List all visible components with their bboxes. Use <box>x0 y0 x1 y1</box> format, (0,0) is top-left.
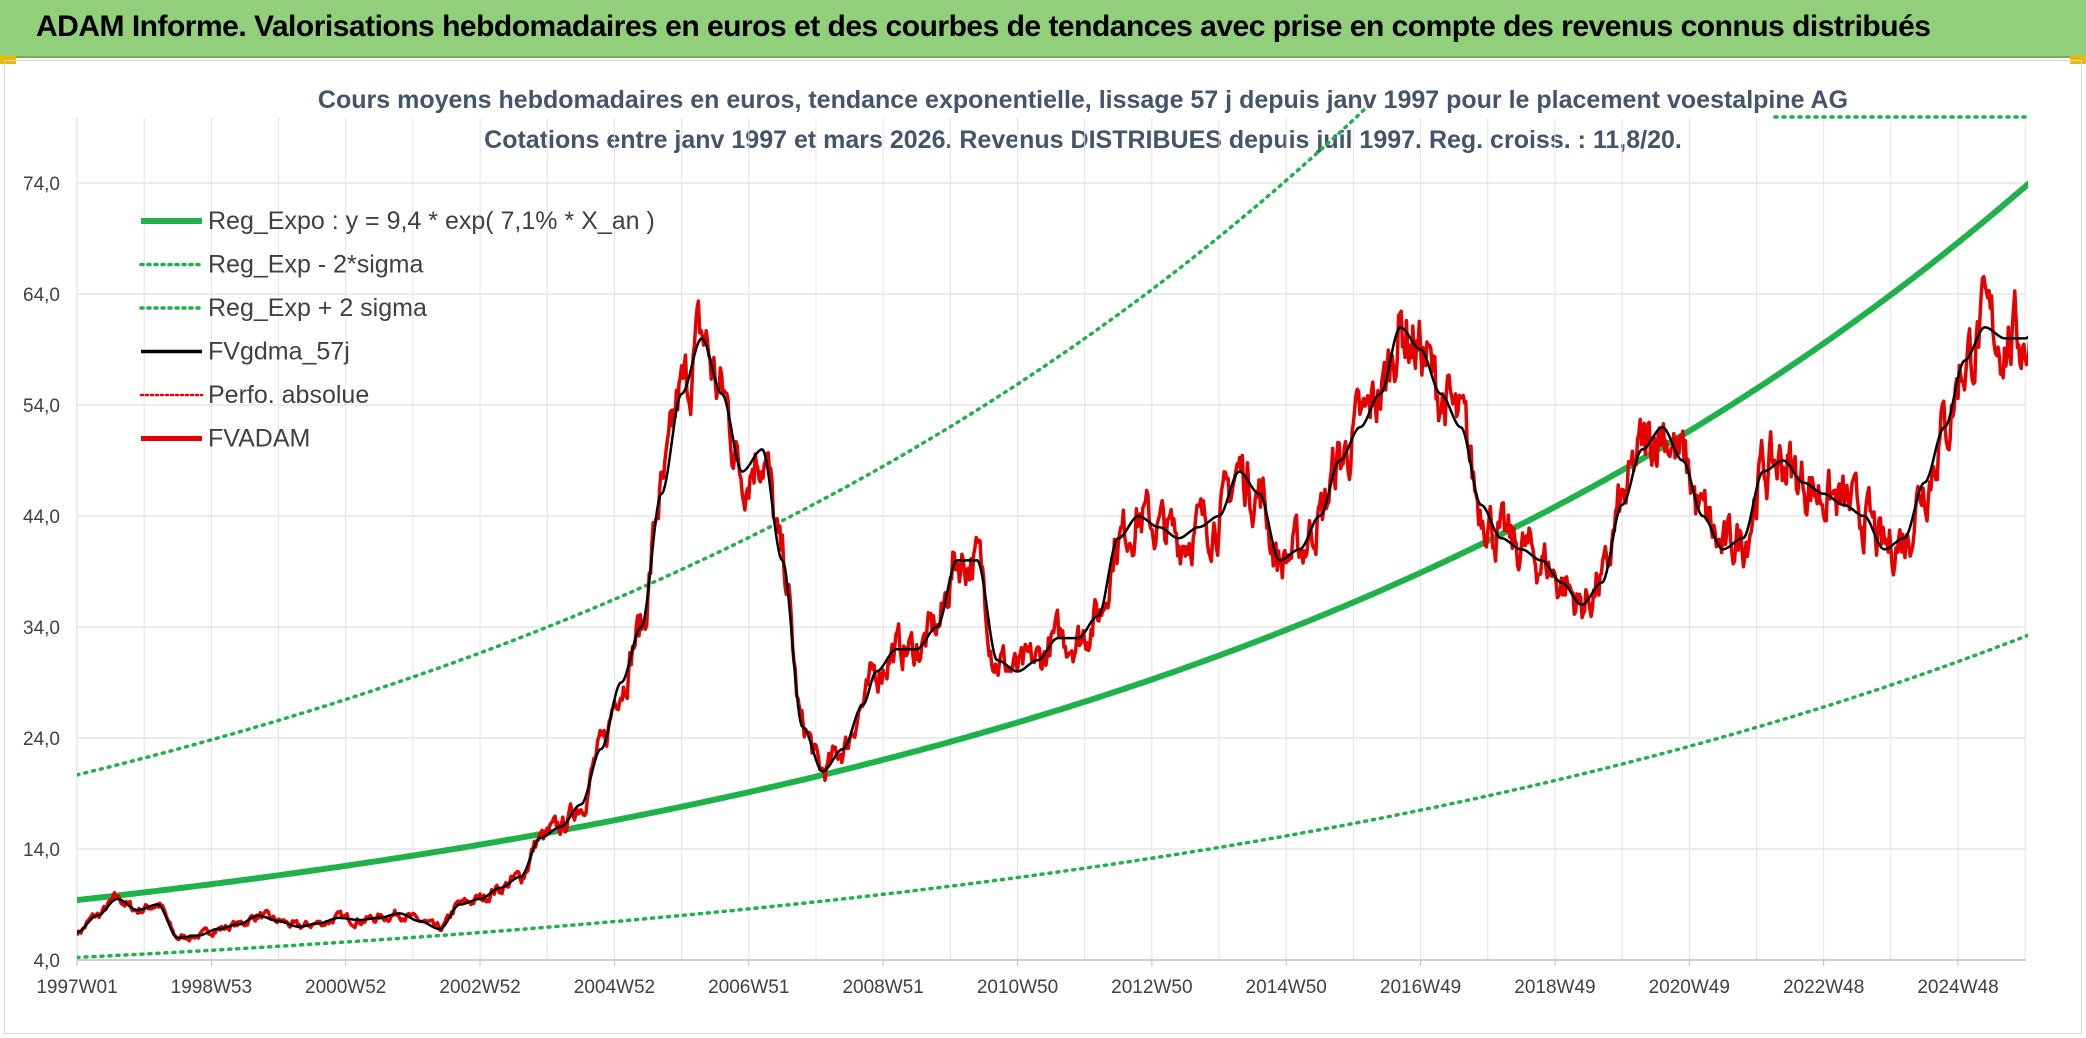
chart-subtitle: Cotations entre janv 1997 et mars 2026. … <box>484 126 1682 154</box>
x-tick-label: 2004W52 <box>574 977 655 998</box>
reg-exp-minus-2sigma-line <box>77 633 2028 960</box>
legend: Reg_Expo : y = 9,4 * exp( 7,1% * X_an ) R… <box>139 207 655 453</box>
plot-area <box>77 108 2032 960</box>
y-axis-ticks: 4,0 14,0 24,0 34,0 44,0 54,0 64,0 74,0 <box>23 174 60 972</box>
x-tick-label: 2000W52 <box>305 977 386 998</box>
reg-expo-line <box>77 180 2028 904</box>
report-title: ADAM Informe. Valorisations hebdomadaire… <box>36 10 1931 43</box>
x-tick-label: 2018W49 <box>1514 977 1595 998</box>
x-tick-label: 2010W50 <box>977 977 1058 998</box>
legend-item-reg-expo: Reg_Expo : y = 9,4 * exp( 7,1% * X_an ) <box>141 207 655 235</box>
x-tick-label: 2020W49 <box>1649 977 1730 998</box>
legend-label: Reg_Exp - 2*sigma <box>208 251 423 279</box>
report-banner: ADAM Informe. Valorisations hebdomadaire… <box>0 0 2086 64</box>
y-tick-label: 14,0 <box>23 840 60 861</box>
legend-item-reg-exp-plus: Reg_Exp + 2 sigma <box>139 294 427 322</box>
x-tick-label: 1997W01 <box>36 977 117 998</box>
y-tick-label: 4,0 <box>34 951 60 972</box>
x-tick-label: 2016W49 <box>1380 977 1461 998</box>
chart-title: Cours moyens hebdomadaires en euros, ten… <box>317 86 1849 114</box>
legend-item-fvadam: FVADAM <box>141 425 310 453</box>
x-tick-label: 2006W51 <box>708 977 789 998</box>
chart-frame <box>4 60 2082 1034</box>
fvadam-line <box>77 274 2028 943</box>
legend-item-perfo: Perfo. absolue <box>139 381 369 409</box>
y-tick-label: 64,0 <box>23 285 60 306</box>
y-tick-label: 34,0 <box>23 618 60 639</box>
x-tick-label: 1998W53 <box>171 977 252 998</box>
y-tick-label: 44,0 <box>23 507 60 528</box>
x-tick-label: 2024W48 <box>1917 977 1998 998</box>
y-tick-label: 74,0 <box>23 174 60 195</box>
legend-label: FVgdma_57j <box>208 338 350 366</box>
legend-label: Reg_Expo : y = 9,4 * exp( 7,1% * X_an ) <box>208 207 655 235</box>
legend-item-reg-exp-minus: Reg_Exp - 2*sigma <box>139 251 423 279</box>
reg-exp-plus-2sigma-line <box>77 108 1369 777</box>
x-tick-label: 2008W51 <box>842 977 923 998</box>
legend-item-fvgdma: FVgdma_57j <box>141 338 350 366</box>
grid-lines <box>76 118 2026 961</box>
x-tick-label: 2012W50 <box>1111 977 1192 998</box>
legend-label: Reg_Exp + 2 sigma <box>208 294 427 322</box>
legend-label: Perfo. absolue <box>208 381 369 409</box>
x-tick-label: 2002W52 <box>439 977 520 998</box>
x-axis-ticks: 1997W01 1998W53 2000W52 2002W52 2004W52 2006W… <box>36 960 1999 998</box>
legend-label: FVADAM <box>208 425 310 453</box>
y-tick-label: 24,0 <box>23 729 60 750</box>
x-tick-label: 2022W48 <box>1783 977 1864 998</box>
x-tick-label: 2014W50 <box>1246 977 1327 998</box>
fvgdma-57j-line <box>77 326 2028 940</box>
y-tick-label: 54,0 <box>23 396 60 417</box>
